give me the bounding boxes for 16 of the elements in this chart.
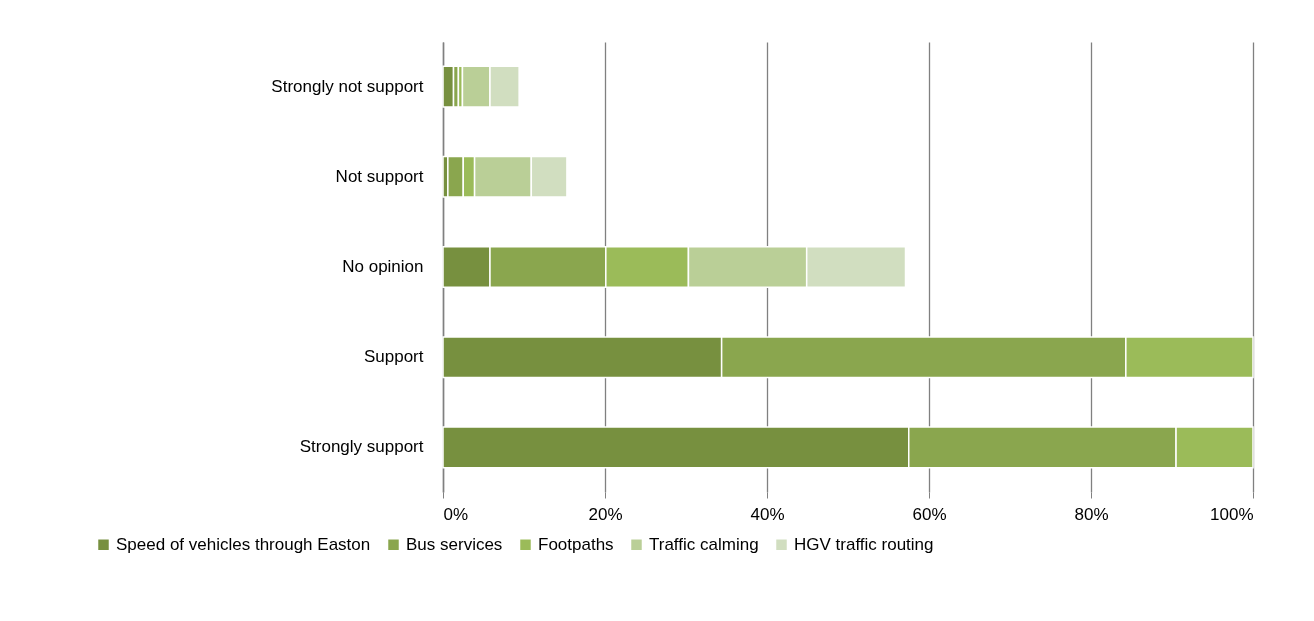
legend-label: HGV traffic routing xyxy=(794,534,934,554)
x-tick-label: 20% xyxy=(588,504,623,524)
x-tick-label: 40% xyxy=(750,504,785,524)
y-tick-label: Support xyxy=(363,347,424,367)
legend-label: Footpaths xyxy=(538,534,614,554)
y-tick-label: Strongly not support xyxy=(271,76,424,96)
legend-label: Speed of vehicles through Easton xyxy=(116,534,371,554)
y-tick-label: Not support xyxy=(335,166,424,186)
legend-label: Traffic calming xyxy=(649,534,759,554)
legend-label: Bus services xyxy=(406,534,503,554)
y-tick-label: No opinion xyxy=(342,257,424,276)
y-tick-label: Strongly support xyxy=(299,437,424,457)
x-tick-label: 0% xyxy=(443,504,469,524)
x-tick-label: 60% xyxy=(912,504,947,524)
x-tick-label: 100% xyxy=(1210,504,1254,524)
x-tick-label: 80% xyxy=(1074,504,1109,524)
